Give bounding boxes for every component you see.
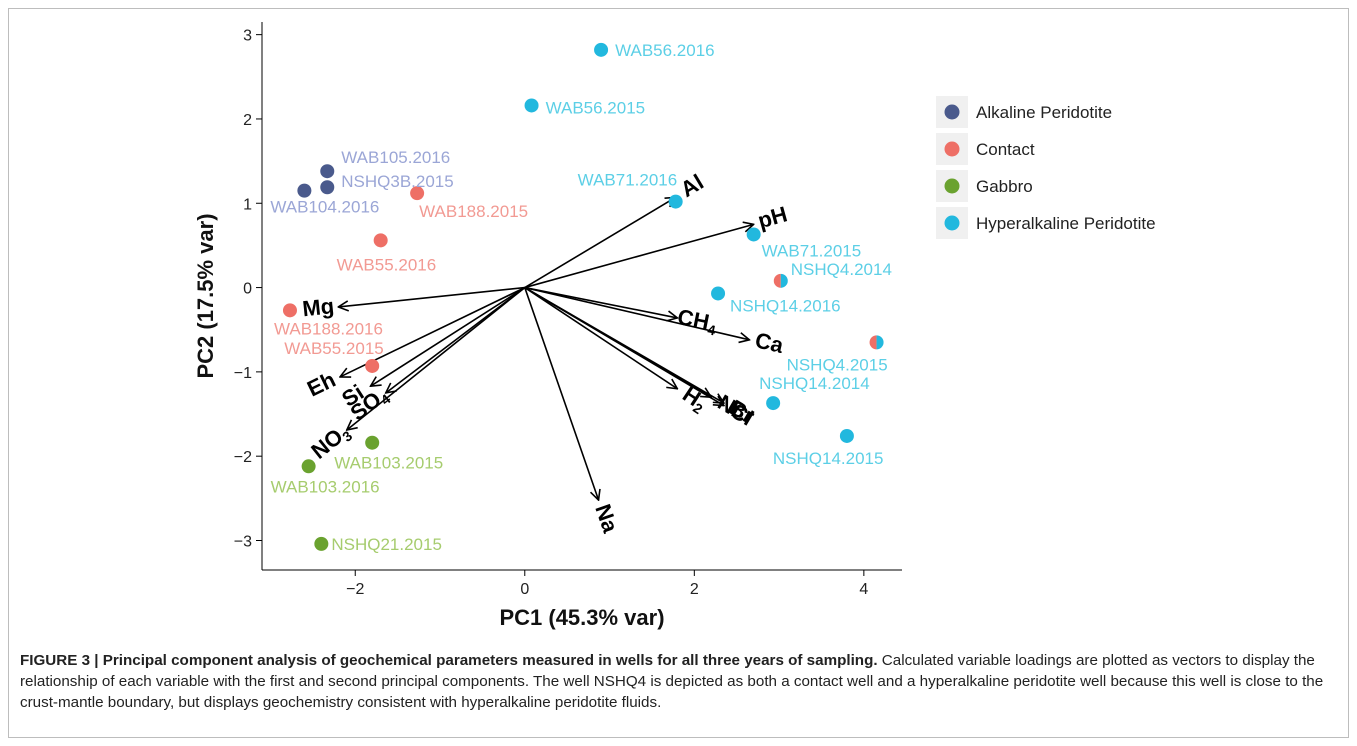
sample-point-nshq14.2015 bbox=[839, 428, 854, 443]
x-axis-title: PC1 (45.3% var) bbox=[499, 605, 664, 630]
sample-point-wab71.2016 bbox=[668, 194, 683, 209]
sample-label: NSHQ4.2015 bbox=[787, 355, 888, 374]
figure-frame bbox=[8, 8, 1349, 738]
loading-vector-br bbox=[524, 286, 724, 404]
sample-point-wab103.2015 bbox=[365, 435, 380, 450]
y-tick-label: 3 bbox=[243, 28, 252, 45]
sample-point-nshq4.2015 bbox=[869, 335, 884, 350]
legend-item-contact: Contact bbox=[936, 133, 1035, 165]
sample-point-nshq21.2015 bbox=[314, 536, 329, 551]
y-tick-label: 0 bbox=[243, 281, 252, 298]
sample-label: NSHQ3B.2015 bbox=[341, 172, 453, 191]
sample-label: WAB105.2016 bbox=[341, 148, 450, 167]
legend-item-hyperalkaline-peridotite: Hyperalkaline Peridotite bbox=[936, 207, 1156, 239]
sample-label: NSHQ4.2014 bbox=[791, 260, 892, 279]
caption-body: Calculated variable loadings are plotted… bbox=[20, 652, 1324, 711]
figure-caption: FIGURE 3 | Principal component analysis … bbox=[20, 650, 1335, 713]
loading-label: Mg bbox=[301, 293, 335, 321]
svg-text:Gabbro: Gabbro bbox=[976, 177, 1033, 196]
loading-vector-ca bbox=[524, 286, 750, 340]
sample-label: WAB56.2015 bbox=[546, 98, 646, 117]
sample-label: WAB56.2016 bbox=[615, 41, 715, 60]
x-tick-label: 2 bbox=[690, 581, 699, 598]
sample-label: WAB103.2016 bbox=[271, 477, 380, 496]
sample-label: WAB104.2016 bbox=[270, 198, 379, 217]
plot-panel bbox=[262, 22, 902, 570]
sample-label: WAB55.2016 bbox=[337, 255, 437, 274]
sample-point-nshq14.2016 bbox=[711, 286, 726, 301]
sample-point-wab103.2016 bbox=[301, 459, 316, 474]
sample-point-wab56.2015 bbox=[524, 98, 539, 113]
y-axis-title: PC2 (17.5% var) bbox=[193, 213, 218, 378]
sample-point-wab188.2016 bbox=[282, 303, 297, 318]
sample-label: WAB103.2015 bbox=[334, 454, 443, 473]
sample-point-nshq3b.2015 bbox=[320, 180, 335, 195]
y-tick-label: −2 bbox=[234, 449, 252, 466]
loading-vector-si bbox=[371, 286, 526, 387]
sample-point-wab55.2015 bbox=[365, 358, 380, 373]
loading-vector-al bbox=[524, 197, 676, 289]
sample-point-wab104.2016 bbox=[297, 183, 312, 198]
svg-text:Contact: Contact bbox=[976, 140, 1035, 159]
svg-text:Hyperalkaline Peridotite: Hyperalkaline Peridotite bbox=[976, 214, 1156, 233]
legend: Alkaline Peridotite Contact Gabbro Hyperalk… bbox=[936, 96, 1156, 239]
loading-vector-ph bbox=[524, 224, 754, 289]
sample-label: WAB188.2015 bbox=[419, 202, 528, 221]
loading-vector-h2 bbox=[524, 286, 678, 389]
x-tick-label: −2 bbox=[346, 581, 364, 598]
loading-vector-ch4 bbox=[524, 286, 678, 318]
sample-point-wab71.2015 bbox=[746, 227, 761, 242]
sample-point-nshq4.2014 bbox=[773, 273, 788, 288]
sample-label: WAB71.2016 bbox=[578, 171, 678, 190]
legend-item-alkaline-peridotite: Alkaline Peridotite bbox=[936, 96, 1112, 128]
sample-label: WAB71.2015 bbox=[762, 241, 862, 260]
sample-point-wab56.2016 bbox=[594, 42, 609, 57]
sample-point-wab105.2016 bbox=[320, 164, 335, 179]
sample-point-wab55.2016 bbox=[373, 233, 388, 248]
y-tick-label: 2 bbox=[243, 112, 252, 129]
y-tick-label: −3 bbox=[234, 533, 252, 550]
loading-vector-no3 bbox=[347, 286, 526, 430]
x-tick-label: 4 bbox=[859, 581, 868, 598]
y-tick-label: 1 bbox=[243, 196, 252, 213]
loading-vector-na bbox=[524, 287, 599, 500]
sample-point-nshq14.2014 bbox=[766, 396, 781, 411]
y-tick-label: −1 bbox=[234, 365, 252, 382]
caption-title: FIGURE 3 | Principal component analysis … bbox=[20, 652, 878, 669]
sample-label: NSHQ14.2016 bbox=[730, 296, 841, 315]
x-tick-label: 0 bbox=[520, 581, 529, 598]
loading-vector-mg bbox=[338, 286, 525, 307]
sample-label: NSHQ14.2015 bbox=[773, 449, 884, 468]
svg-text:Alkaline Peridotite: Alkaline Peridotite bbox=[976, 103, 1112, 122]
sample-point-wab188.2015 bbox=[410, 186, 425, 201]
sample-label: WAB55.2015 bbox=[284, 339, 384, 358]
sample-label: WAB188.2016 bbox=[274, 319, 383, 338]
sample-label: NSHQ14.2014 bbox=[759, 374, 870, 393]
sample-label: NSHQ21.2015 bbox=[331, 535, 442, 554]
legend-item-gabbro: Gabbro bbox=[936, 170, 1033, 202]
